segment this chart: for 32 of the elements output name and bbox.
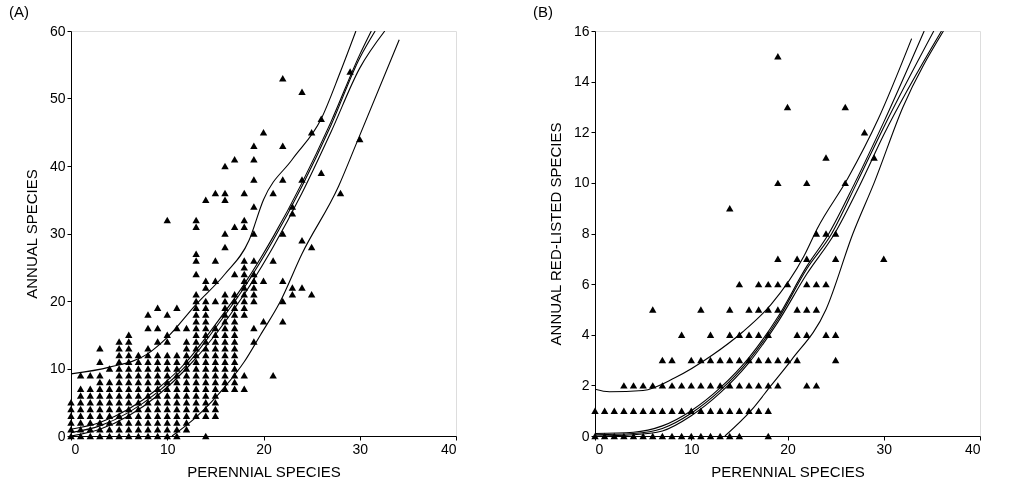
y-tick-label: 14 xyxy=(573,73,590,90)
x-axis-title: PERENNIAL SPECIES xyxy=(711,462,865,480)
x-tick-label: 30 xyxy=(352,440,369,457)
y-tick-label: 10 xyxy=(49,360,66,376)
y-tick-label: 4 xyxy=(581,326,590,343)
x-tick-label: 0 xyxy=(595,440,604,457)
y-tick-label: 2 xyxy=(581,376,590,393)
y-tick-label: 20 xyxy=(49,292,66,309)
y-tick-label: 60 xyxy=(49,22,66,39)
y-tick-label: 16 xyxy=(573,22,590,39)
y-tick-label: 0 xyxy=(57,427,66,444)
x-tick-label: 20 xyxy=(256,440,272,457)
y-tick-label: 8 xyxy=(581,225,590,241)
y-axis-title: ANNUAL SPECIES xyxy=(22,169,40,299)
chart-title: (A) xyxy=(9,3,29,20)
chart-title: (B) xyxy=(533,3,553,20)
x-tick-label: 0 xyxy=(71,440,80,457)
y-axis-title: ANNUAL RED-LISTED SPECIES xyxy=(546,122,564,346)
x-tick-label: 20 xyxy=(780,440,796,457)
y-tick-label: 30 xyxy=(49,225,66,241)
y-tick-label: 50 xyxy=(49,90,66,106)
y-tick-label: 40 xyxy=(49,157,66,174)
x-tick-label: 40 xyxy=(440,440,457,457)
y-tick-label: 6 xyxy=(581,275,590,292)
x-tick-label: 10 xyxy=(159,440,176,457)
y-tick-label: 12 xyxy=(573,123,590,140)
x-tick-label: 40 xyxy=(964,440,981,457)
y-tick-label: 0 xyxy=(581,427,590,444)
x-axis-title: PERENNIAL SPECIES xyxy=(187,462,341,480)
x-tick-label: 10 xyxy=(683,440,700,457)
y-tick-label: 10 xyxy=(573,174,590,191)
x-tick-label: 30 xyxy=(876,440,893,457)
